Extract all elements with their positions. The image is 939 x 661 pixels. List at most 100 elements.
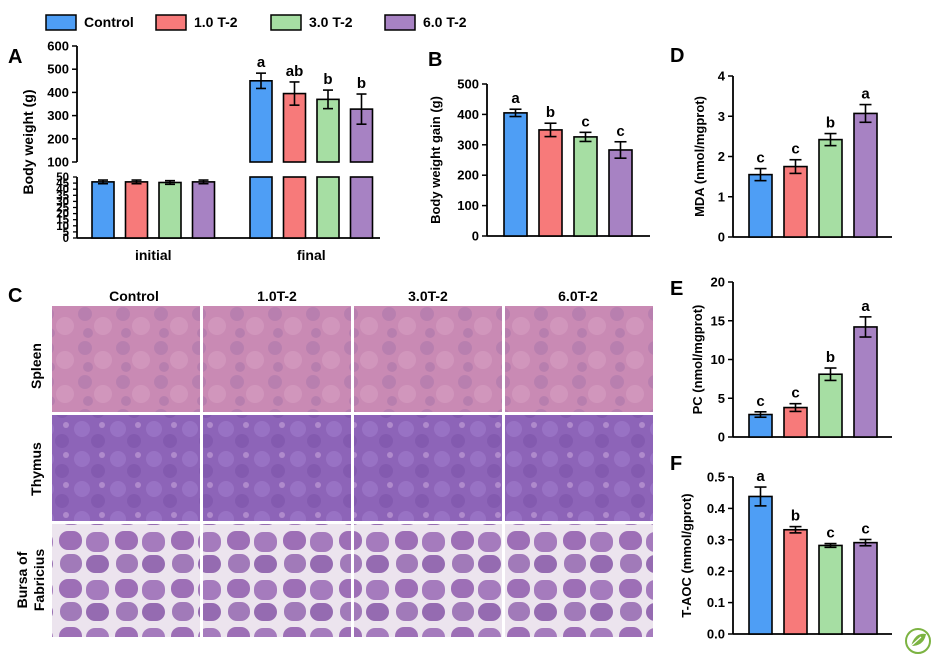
chart-f-6-0-t-2-bar	[853, 541, 878, 635]
histology-image-thymus-control	[52, 415, 200, 521]
histology-image-spleen-1-0t2	[203, 306, 351, 412]
chart-a-xtick-label-final: final	[297, 247, 326, 263]
chart-a-ytick-label: 400	[47, 85, 69, 100]
chart-a-ytick-label: 0	[63, 233, 69, 245]
histology-image-thymus-3-0t2	[354, 415, 502, 521]
chart-a-initial-3-0-t-2-bar	[158, 181, 182, 239]
histology-image-bursa-control	[52, 524, 200, 637]
chart-b-body-weight-gain: 0 100 200 300 400 500 Body weight gain (g) a b c c	[428, 77, 650, 244]
chart-d-ytick-label: 3	[718, 109, 725, 124]
chart-b-control-significance-letter: a	[511, 90, 520, 107]
chart-e-ytick-label: 20	[711, 275, 725, 290]
histology-col-6-0t2: 6.0T-2	[558, 288, 598, 304]
chart-a-final-6-0-t-2-significance-letter: b	[357, 75, 366, 92]
chart-a-ytick-label: 300	[47, 108, 69, 123]
panel-label-e: E	[670, 278, 683, 300]
legend-label-3-0-t2: 3.0 T-2	[309, 14, 353, 30]
chart-f-3-0-t-2-significance-letter: c	[826, 525, 834, 542]
histology-row-spleen: Spleen	[28, 343, 44, 389]
leaf-logo-icon	[905, 628, 931, 654]
chart-a-ytick-label: 50	[56, 172, 69, 184]
chart-b-ytick-label: 200	[457, 168, 479, 183]
chart-a-ytick-label: 35	[56, 190, 69, 202]
histology-image-bursa-3-0t2	[354, 524, 502, 637]
legend-item-1-0-t2: 1.0 T-2	[155, 14, 238, 31]
chart-a-ytick-label: 200	[47, 131, 69, 146]
histology-col-3-0t2: 3.0T-2	[408, 288, 448, 304]
chart-a-ytick-label: 30	[56, 196, 69, 208]
chart-e-ytick-label: 0	[718, 430, 725, 445]
chart-d-ytick-label: 2	[718, 149, 725, 164]
chart-d-control-bar	[748, 173, 773, 238]
chart-f-ytick-label: 0.1	[707, 595, 725, 610]
histology-image-spleen-6-0t2	[505, 306, 653, 412]
chart-b-3-0-t-2-bar	[573, 136, 598, 237]
legend-label-control: Control	[84, 14, 134, 30]
chart-b-6-0-t-2-bar	[608, 149, 633, 237]
chart-e-pc: 0 5 10 15 20 PC (nmol/mgprot) c c b a	[690, 275, 892, 445]
chart-a-y-axis-label: Body weight (g)	[20, 90, 36, 195]
panel-c-histology: Control 1.0T-2 3.0T-2 6.0T-2 Spleen Thym…	[14, 288, 653, 637]
histology-image-bursa-1-0t2	[203, 524, 351, 637]
chart-a-initial-control-bar	[91, 181, 115, 239]
panel-label-b: B	[428, 49, 442, 71]
histology-image-spleen-3-0t2	[354, 306, 502, 412]
histology-col-1-0t2: 1.0T-2	[257, 288, 297, 304]
chart-b-3-0-t-2-significance-letter: c	[581, 113, 589, 130]
legend-swatch-1-0-t2	[155, 14, 187, 31]
histology-col-control: Control	[109, 288, 159, 304]
histology-row-bursa-line1: Bursa of	[14, 551, 30, 608]
chart-a-ytick-label: 100	[47, 155, 69, 170]
chart-e-6-0-t-2-significance-letter: a	[861, 298, 870, 315]
histology-image-bursa-6-0t2	[505, 524, 653, 637]
histology-row-thymus: Thymus	[28, 442, 44, 496]
chart-d-3-0-t-2-significance-letter: b	[826, 115, 835, 132]
chart-b-6-0-t-2-significance-letter: c	[616, 123, 624, 140]
chart-f-control-bar	[748, 495, 773, 635]
chart-f-1-0-t-2-significance-letter: b	[791, 508, 800, 525]
legend-swatch-control	[45, 14, 77, 31]
chart-f-ytick-label: 0.5	[707, 470, 725, 485]
chart-a-initial-1-0-t-2-bar	[124, 181, 149, 239]
histology-image-thymus-1-0t2	[203, 415, 351, 521]
chart-b-control-bar	[503, 112, 528, 237]
histology-row-bursa-line2: Fabricius	[31, 549, 47, 611]
chart-f-control-significance-letter: a	[756, 468, 765, 485]
chart-f-6-0-t-2-significance-letter: c	[861, 520, 869, 537]
panel-label-a: A	[8, 46, 22, 68]
chart-a-final-1-0-t-2-bar-lower	[282, 176, 307, 239]
chart-a-ytick-label: 600	[47, 39, 69, 54]
chart-b-ytick-label: 400	[457, 107, 479, 122]
chart-a-ytick-label: 20	[56, 209, 69, 221]
chart-a-final-control-bar-lower	[249, 176, 273, 239]
chart-f-3-0-t-2-bar	[818, 544, 843, 635]
chart-b-y-axis-label: Body weight gain (g)	[428, 96, 443, 224]
chart-b-ytick-label: 100	[457, 198, 479, 213]
legend-label-1-0-t2: 1.0 T-2	[194, 14, 238, 30]
legend-swatch-3-0-t2	[270, 14, 302, 31]
chart-a-xtick-label-initial: initial	[135, 247, 172, 263]
chart-b-ytick-label: 500	[457, 77, 479, 92]
chart-a-ytick-label: 40	[56, 184, 69, 196]
legend-item-control: Control	[45, 14, 134, 31]
chart-b-ytick-label: 300	[457, 137, 479, 152]
chart-d-mda: 0 1 2 3 4 MDA (nmol/mgprot) c c b a	[692, 69, 892, 245]
panel-label-f: F	[670, 453, 682, 475]
chart-e-6-0-t-2-bar	[853, 326, 878, 438]
chart-d-3-0-t-2-bar	[818, 138, 843, 238]
legend-label-6-0-t2: 6.0 T-2	[423, 14, 467, 30]
chart-a-ytick-label: 15	[56, 215, 69, 227]
panel-label-d: D	[670, 45, 684, 67]
chart-e-3-0-t-2-significance-letter: b	[826, 349, 835, 366]
legend-item-6-0-t2: 6.0 T-2	[384, 14, 467, 31]
panel-label-c: C	[8, 285, 22, 307]
chart-a-final-3-0-t-2-significance-letter: b	[323, 71, 332, 88]
chart-d-1-0-t-2-significance-letter: c	[791, 141, 799, 158]
histology-image-spleen-control	[52, 306, 200, 412]
chart-a-final-3-0-t-2-bar-lower	[316, 176, 340, 239]
chart-e-ytick-label: 5	[718, 391, 725, 406]
chart-f-ytick-label: 0.0	[707, 627, 725, 642]
legend-item-3-0-t2: 3.0 T-2	[270, 14, 353, 31]
chart-d-y-axis-label: MDA (nmol/mgprot)	[692, 96, 707, 217]
